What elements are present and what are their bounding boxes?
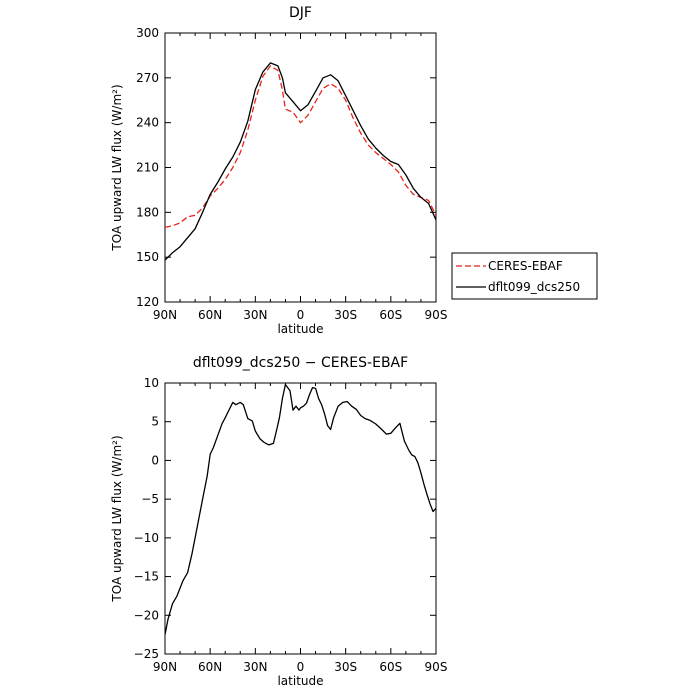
- y-tick-label: −10: [134, 531, 159, 545]
- x-axis-title: latitude: [277, 674, 323, 688]
- series-line-ceres-ebaf: [165, 65, 436, 228]
- legend-label: CERES-EBAF: [488, 259, 563, 273]
- y-tick-label: −5: [141, 492, 159, 506]
- x-tick-label: 60N: [198, 660, 222, 674]
- y-tick-label: 210: [136, 161, 159, 175]
- x-tick-label: 0: [297, 308, 305, 322]
- plot-frame: [164, 32, 437, 303]
- x-tick-label: 30N: [243, 308, 267, 322]
- legend: CERES-EBAF dflt099_dcs250: [451, 252, 598, 300]
- y-tick-label: 300: [136, 26, 159, 40]
- y-tick-label: −15: [134, 570, 159, 584]
- y-tick-label: 270: [136, 71, 159, 85]
- y-tick-label: 120: [136, 295, 159, 309]
- y-tick-label: 0: [151, 453, 159, 467]
- x-tick-label: 30S: [334, 308, 357, 322]
- y-tick-label: 150: [136, 250, 159, 264]
- x-tick-label: 60N: [198, 308, 222, 322]
- series-line-difference: [165, 383, 436, 635]
- series-line-dflt099-dcs250: [165, 62, 436, 261]
- plot-frame: [164, 382, 437, 655]
- x-tick-label: 90N: [153, 308, 177, 322]
- x-tick-label: 0: [297, 660, 305, 674]
- x-tick-label: 60S: [379, 308, 402, 322]
- legend-box: [451, 252, 598, 300]
- x-tick-label: 30S: [334, 660, 357, 674]
- y-axis-title: TOA upward LW flux (W/m²): [110, 84, 124, 251]
- x-tick-label: 90N: [153, 660, 177, 674]
- x-axis-title: latitude: [277, 322, 323, 336]
- chart-panel-1: 90N 60N 30N 0 30S 60S 90S 120 150 180 210 240 270 300…: [110, 5, 598, 336]
- y-tick-label: 10: [144, 376, 159, 390]
- y-tick-label: −20: [134, 608, 159, 622]
- chart-panel-2: 90N 60N 30N 0 30S 60S 90S −25 −20 −15 −10 −5 0 5 10 dfl…: [110, 355, 447, 688]
- x-tick-label: 90S: [425, 308, 448, 322]
- y-tick-label: 180: [136, 205, 159, 219]
- legend-label: dflt099_dcs250: [488, 280, 580, 294]
- y-tick-label: 240: [136, 116, 159, 130]
- x-tick-label: 30N: [243, 660, 267, 674]
- x-tick-label: 90S: [425, 660, 448, 674]
- y-tick-label: 5: [151, 415, 159, 429]
- y-axis-title: TOA upward LW flux (W/m²): [110, 435, 124, 602]
- chart-title: dflt099_dcs250 − CERES-EBAF: [193, 355, 408, 371]
- x-tick-label: 60S: [379, 660, 402, 674]
- y-tick-label: −25: [134, 647, 159, 661]
- chart-title: DJF: [289, 5, 312, 21]
